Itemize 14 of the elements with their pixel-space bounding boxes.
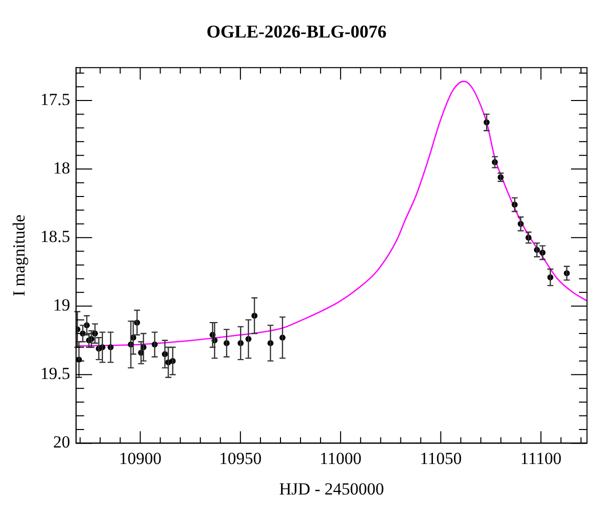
y-tick-label: 20	[53, 432, 70, 452]
x-tick-label: 10950	[219, 448, 262, 468]
y-tick-label: 19.5	[40, 364, 70, 384]
y-tick-label: 18.5	[40, 227, 70, 246]
x-tick-label: 11050	[420, 448, 462, 468]
y-tick-label: 17.5	[40, 90, 70, 109]
x-tick-label: 11000	[320, 448, 362, 468]
y-tick-label: 18	[53, 158, 70, 178]
x-axis-title: HJD - 2450000	[279, 479, 384, 498]
y-tick-label: 19	[53, 296, 70, 315]
chart-title: OGLE-2026-BLG-0076	[206, 21, 387, 42]
x-tick-label: 11100	[520, 448, 562, 468]
y-axis-title: I magnitude	[10, 214, 29, 296]
x-tick-label: 10900	[119, 448, 162, 468]
